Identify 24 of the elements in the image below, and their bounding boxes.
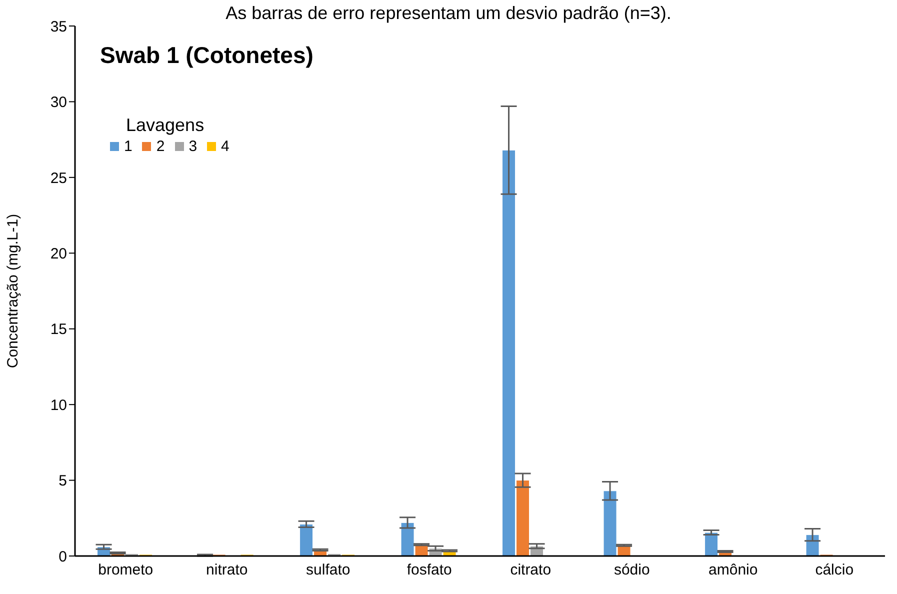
y-tick-label: 5 [58, 472, 67, 490]
y-tick-label: 25 [50, 170, 67, 187]
y-tick-label: 30 [50, 94, 67, 112]
legend-title: Lavagens [126, 115, 206, 136]
y-tick-label: 0 [58, 548, 67, 566]
y-tick-label: 20 [50, 245, 67, 262]
y-axis-title: Concentração (mg.L-1) [4, 214, 22, 368]
y-tick-label: 10 [50, 396, 67, 414]
text: Swab 1 (Cotonetes) [100, 42, 314, 69]
x-tick-label: fosfato [406, 562, 452, 579]
x-tick-label: citrato [510, 562, 552, 579]
text: As barras de erro representam um desvio padrão (n=3). [226, 3, 672, 23]
x-tick-label: sódio [614, 562, 650, 579]
x-tick-label: sulfato [306, 562, 350, 579]
y-tick-label: 35 [50, 18, 67, 36]
x-tick-label: amônio [708, 562, 758, 579]
x-tick-label: nitrato [206, 562, 248, 579]
legend-label: 1 [124, 138, 132, 155]
legend-label: 2 [156, 138, 165, 155]
legend-label: 3 [188, 138, 198, 155]
y-tick-label: 15 [50, 321, 67, 338]
x-tick-label: cálcio [815, 562, 854, 579]
x-tick-label: brometo [98, 562, 154, 579]
legend-label: 4 [221, 138, 230, 155]
